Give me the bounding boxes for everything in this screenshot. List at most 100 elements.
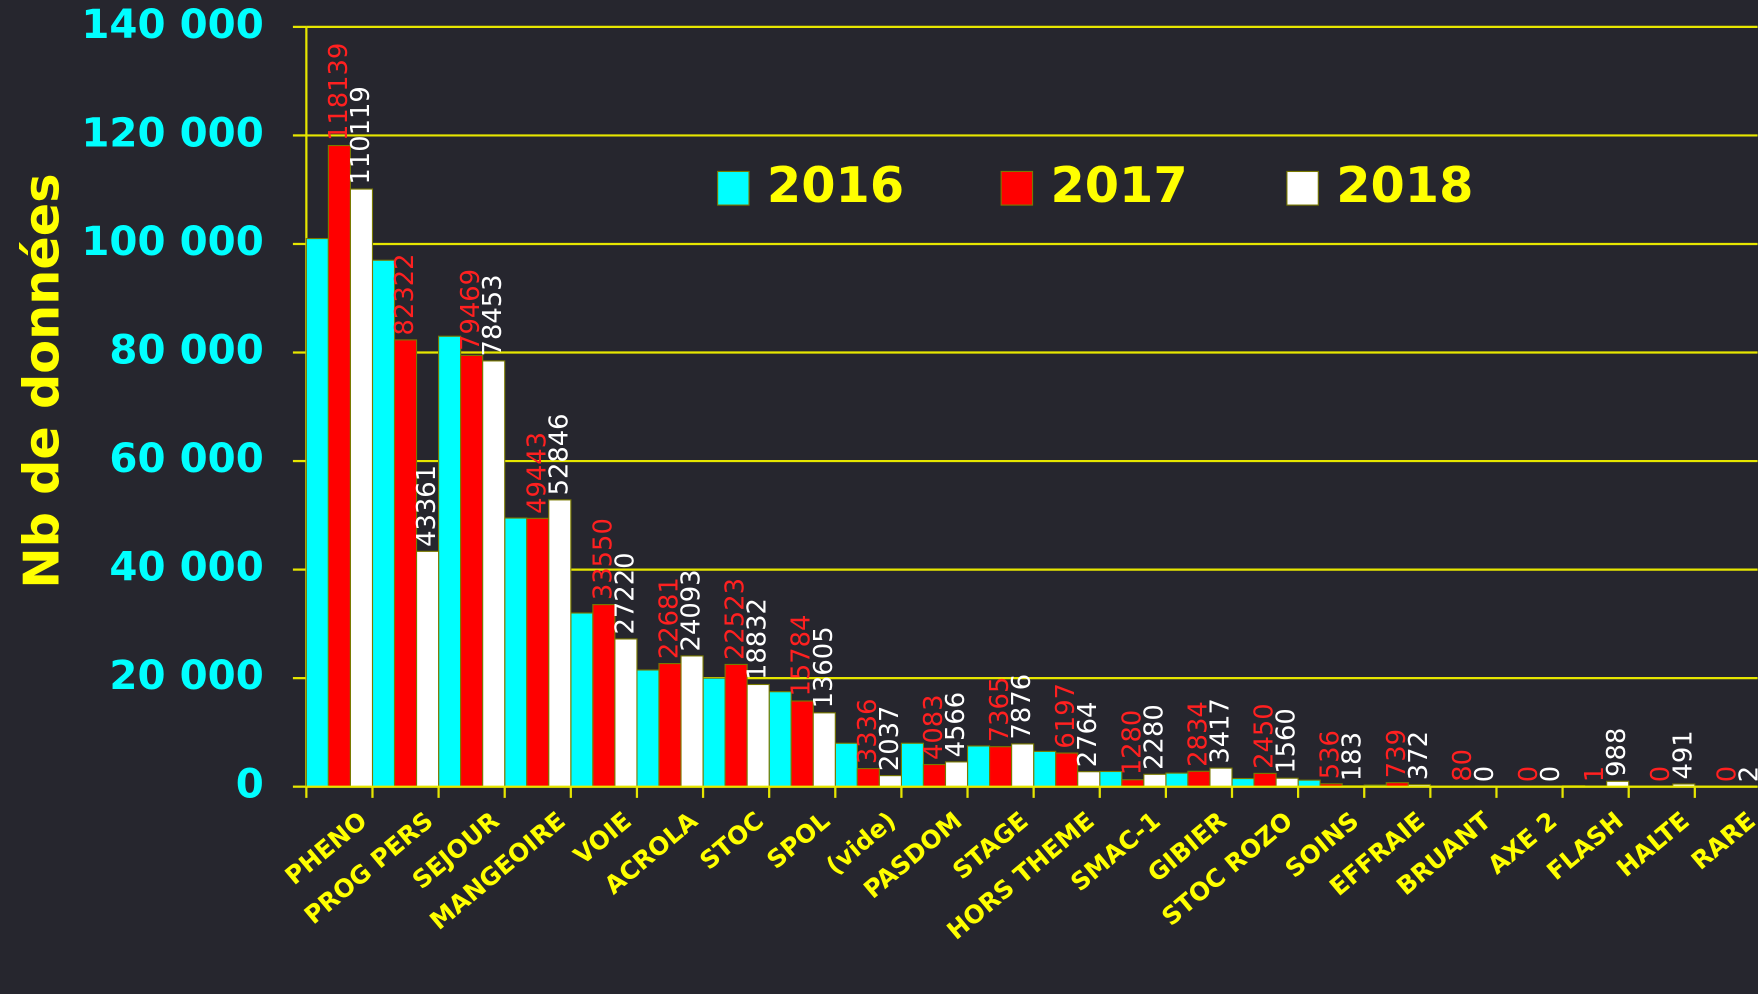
data-label: 1560	[1272, 708, 1302, 774]
data-label: 2	[1734, 766, 1758, 782]
data-label: 739	[1382, 729, 1412, 778]
y-tick-label: 80 000	[109, 327, 263, 374]
y-tick-label: 60 000	[109, 435, 263, 482]
legend-label: 2018	[1336, 156, 1473, 214]
bar	[790, 700, 814, 788]
bar	[1275, 777, 1299, 788]
data-label: 183	[1338, 732, 1368, 781]
bar	[1165, 772, 1189, 788]
data-label: 0	[1712, 766, 1742, 782]
data-label: 22681	[655, 577, 685, 659]
bar	[1033, 750, 1057, 788]
data-label: 33550	[588, 518, 618, 600]
legend-swatch	[717, 170, 750, 206]
data-label: 4566	[941, 692, 971, 758]
y-tick-label: 100 000	[81, 218, 263, 265]
bar	[1231, 777, 1255, 788]
legend-label: 2017	[1050, 156, 1187, 214]
data-label: 80	[1448, 749, 1478, 782]
bar	[680, 655, 704, 788]
y-tick-label: 40 000	[109, 544, 263, 591]
data-label: 372	[1404, 731, 1434, 780]
bar	[548, 499, 572, 788]
data-label: 7365	[985, 677, 1015, 743]
bar	[724, 663, 748, 788]
legend-swatch	[1286, 170, 1319, 206]
legend-swatch	[1000, 170, 1034, 206]
data-label: 7876	[1007, 674, 1037, 740]
bar	[305, 237, 329, 788]
bar	[393, 339, 418, 788]
bar	[702, 677, 726, 788]
data-label: 13605	[809, 626, 839, 708]
bar	[415, 550, 440, 788]
bar	[944, 761, 969, 788]
y-axis-label: Nb de données	[13, 173, 71, 588]
bar	[526, 517, 550, 788]
data-label: 0	[1514, 766, 1544, 782]
legend-label: 2016	[767, 156, 904, 214]
bar	[636, 669, 660, 788]
data-label: 43361	[412, 465, 442, 547]
data-label: 0	[1470, 766, 1500, 782]
data-label: 110119	[346, 86, 376, 184]
bar	[746, 683, 770, 788]
data-label: 22523	[721, 578, 751, 660]
bar	[438, 335, 462, 788]
data-label: 0	[1646, 766, 1676, 782]
data-label: 3417	[1205, 698, 1235, 764]
bar	[856, 768, 880, 788]
bar	[878, 775, 902, 788]
data-label: 52846	[544, 413, 574, 495]
bar	[349, 188, 374, 788]
data-label: 3336	[853, 699, 883, 765]
data-label: 2280	[1139, 704, 1169, 770]
data-label: 1280	[1117, 710, 1147, 776]
bar	[768, 691, 792, 788]
bar	[504, 517, 528, 788]
bar	[1077, 771, 1101, 788]
bar	[1253, 772, 1277, 788]
data-label: 49443	[522, 432, 552, 514]
bar	[1209, 767, 1233, 788]
bar	[1011, 743, 1035, 788]
data-label: 491	[1668, 730, 1698, 779]
data-label: 6197	[1051, 683, 1081, 749]
data-label: 82322	[390, 253, 420, 335]
data-label: 2037	[875, 706, 905, 772]
data-label: 0	[1536, 766, 1566, 782]
bar	[570, 612, 594, 788]
bar	[327, 144, 351, 788]
data-label: 2834	[1183, 701, 1213, 767]
data-label: 24093	[677, 569, 707, 651]
data-label: 2764	[1073, 702, 1103, 768]
bar	[812, 712, 836, 788]
data-label: 27220	[610, 553, 640, 635]
data-label: 988	[1602, 728, 1632, 777]
data-label: 118139	[324, 43, 354, 141]
y-tick-label: 20 000	[109, 652, 263, 699]
bar	[922, 763, 947, 788]
bar	[460, 354, 484, 788]
bar	[1143, 773, 1167, 788]
data-label: 536	[1316, 730, 1346, 779]
y-tick-label: 140 000	[81, 1, 263, 48]
bar	[658, 663, 682, 788]
y-tick-label: 120 000	[81, 109, 263, 156]
y-tick-label: 0	[236, 761, 264, 808]
bar	[989, 746, 1013, 788]
data-label: 15784	[787, 615, 817, 697]
data-label: 78453	[478, 274, 508, 356]
bar	[1187, 770, 1211, 788]
data-label: 2450	[1250, 703, 1280, 769]
data-label: 79469	[456, 269, 486, 351]
data-label: 1	[1580, 766, 1610, 782]
bar	[482, 360, 506, 788]
bar	[614, 638, 638, 788]
bar	[371, 259, 396, 788]
data-label: 4083	[919, 694, 949, 760]
data-label: 18832	[743, 598, 773, 680]
